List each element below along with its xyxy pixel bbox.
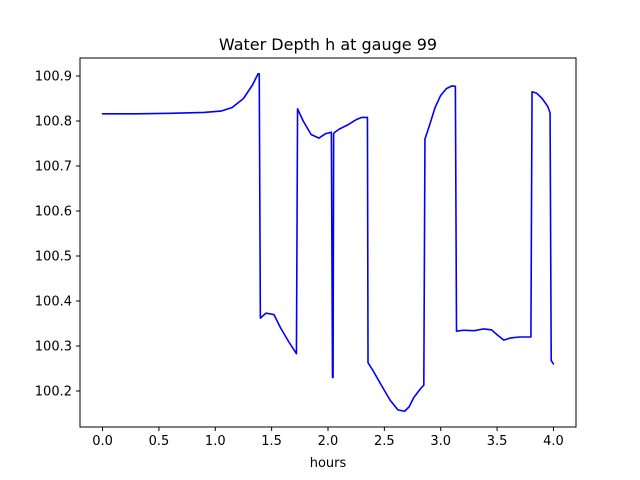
x-axis: 0.0 0.5 1.0 1.5 2.0 2.5 3.0 3.5 4.0 — [92, 427, 564, 449]
x-tick-label: 0.5 — [149, 434, 170, 449]
x-tick-label: 3.5 — [487, 434, 508, 449]
x-tick-label: 2.5 — [374, 434, 395, 449]
series-line-0 — [101, 72, 555, 413]
y-axis: 100.2 100.3 100.4 100.5 100.6 100.7 100.8 100.9 — [35, 70, 80, 400]
x-tick-label: 1.0 — [205, 434, 226, 449]
x-axis-label: hours — [310, 456, 347, 471]
y-tick-label: 100.8 — [35, 115, 72, 130]
y-tick-label: 100.3 — [35, 340, 72, 355]
chart-title: Water Depth h at gauge 99 — [219, 35, 437, 54]
x-tick-label: 0.0 — [92, 434, 113, 449]
y-tick-label: 100.5 — [35, 250, 72, 265]
y-tick-label: 100.4 — [35, 295, 72, 310]
x-tick-label: 2.0 — [318, 434, 339, 449]
x-tick-label: 3.0 — [430, 434, 451, 449]
plot-area — [101, 72, 555, 413]
y-tick-label: 100.2 — [35, 385, 72, 400]
y-tick-label: 100.6 — [35, 205, 72, 220]
y-tick-label: 100.7 — [35, 160, 72, 175]
x-tick-label: 1.5 — [261, 434, 282, 449]
y-tick-label: 100.9 — [35, 70, 72, 85]
x-tick-label: 4.0 — [543, 434, 564, 449]
